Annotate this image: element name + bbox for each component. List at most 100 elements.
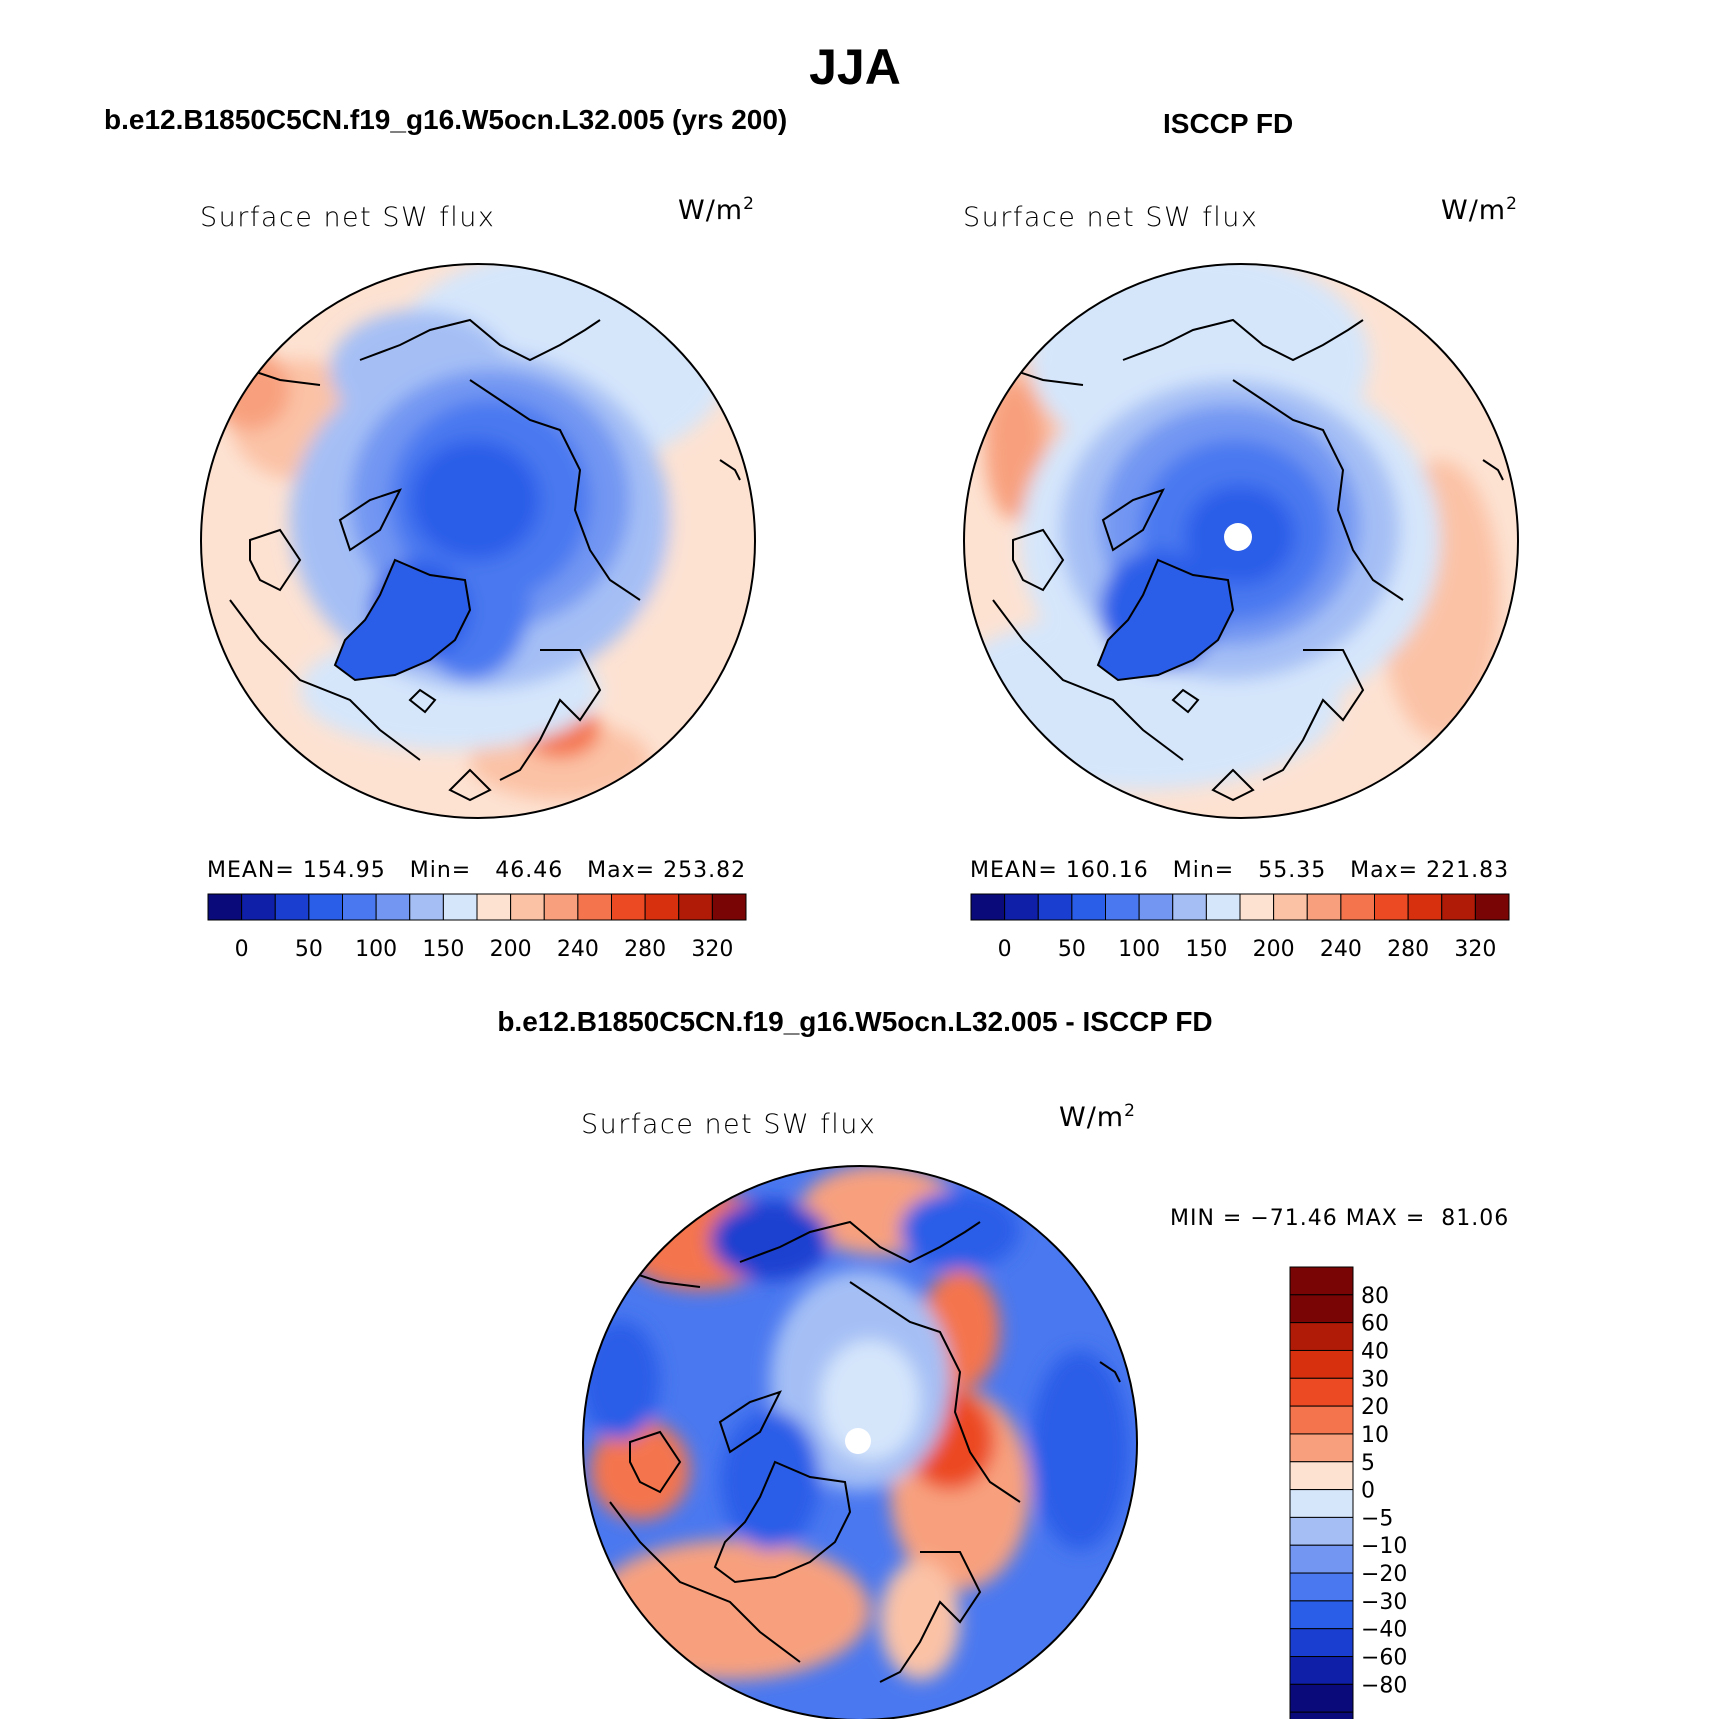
model-colorbar-swatch [510, 893, 545, 921]
diff-stats: MIN = −71.46 MAX = 81.06 [1170, 1206, 1510, 1231]
model-colorbar-tick-label: 200 [490, 937, 532, 962]
diff-colorbar-swatch [1289, 1377, 1354, 1407]
model-colorbar-swatch [577, 893, 612, 921]
diff-colorbar-tick-label: −60 [1361, 1646, 1407, 1671]
diff-colorbar-swatch [1289, 1600, 1354, 1630]
obs-colorbar-swatch [1407, 893, 1443, 921]
diff-colorbar-tick-label: −80 [1361, 1673, 1407, 1698]
obs-colorbar-swatch [1037, 893, 1073, 921]
diff-colorbar-swatch [1289, 1628, 1354, 1658]
diff-colorbar-tick-label: −40 [1361, 1618, 1407, 1643]
obs-colorbar-tick-label: 200 [1253, 937, 1295, 962]
obs-colorbar-tick-label: 50 [1058, 937, 1086, 962]
model-polar-map [200, 263, 756, 819]
obs-colorbar-swatch [970, 893, 1006, 921]
diff-colorbar-tick-label: −30 [1361, 1590, 1407, 1615]
diff-colorbar-swatch [1289, 1266, 1354, 1296]
model-colorbar-swatch [274, 893, 310, 921]
diff-colorbar-tick-label: 80 [1361, 1284, 1389, 1309]
model-units-label: W/m2 [678, 194, 755, 226]
obs-polar-map [963, 263, 1519, 819]
obs-colorbar-swatch [1105, 893, 1140, 921]
diff-colorbar-tick-label: 10 [1361, 1423, 1389, 1448]
obs-stats: MEAN= 160.16 Min= 55.35 Max= 221.83 [970, 858, 1510, 883]
model-colorbar-swatch [207, 893, 243, 921]
obs-colorbar-swatch [1205, 893, 1241, 921]
model-colorbar-tick-label: 100 [355, 937, 397, 962]
obs-colorbar-swatch [1239, 893, 1275, 921]
model-colorbar-tick-label: 240 [557, 937, 599, 962]
diff-colorbar-tick-label: −5 [1361, 1506, 1393, 1531]
model-colorbar-tick-label: 0 [235, 937, 249, 962]
diff-colorbar-swatch [1289, 1683, 1354, 1713]
diff-panel-header: b.e12.B1850C5CN.f19_g16.W5ocn.L32.005 - … [497, 1006, 1213, 1037]
diff-colorbar-tick-label: −20 [1361, 1562, 1407, 1587]
model-colorbar-swatch [644, 893, 680, 921]
model-panel-header: b.e12.B1850C5CN.f19_g16.W5ocn.L32.005 (y… [104, 104, 788, 135]
obs-colorbar-tick-label: 0 [998, 937, 1012, 962]
model-colorbar-swatch [308, 893, 343, 921]
diff-units-label: W/m2 [1059, 1101, 1136, 1133]
diff-colorbar-swatch [1289, 1461, 1354, 1491]
obs-colorbar-tick-label: 100 [1118, 937, 1160, 962]
model-colorbar-swatch [342, 893, 377, 921]
diff-colorbar-tick-label: 30 [1361, 1367, 1389, 1392]
obs-colorbar-swatch [1306, 893, 1342, 921]
diff-colorbar-swatch [1289, 1711, 1354, 1719]
obs-colorbar-tick-label: 280 [1387, 937, 1429, 962]
obs-colorbar-swatch [1273, 893, 1308, 921]
obs-colorbar-swatch [1474, 893, 1510, 921]
diff-colorbar-tick-label: 20 [1361, 1395, 1389, 1420]
diff-variable-label: Surface net SW flux [581, 1109, 877, 1140]
model-colorbar-tick-label: 50 [295, 937, 323, 962]
model-colorbar-swatch [409, 893, 444, 921]
obs-colorbar-swatch [1172, 893, 1207, 921]
diff-colorbar-swatch [1289, 1656, 1354, 1685]
model-colorbar-tick-label: 280 [624, 937, 666, 962]
diff-colorbar-swatch [1289, 1544, 1354, 1574]
obs-colorbar-swatch [1004, 893, 1039, 921]
diff-colorbar-swatch [1289, 1294, 1354, 1324]
obs-panel-header: ISCCP FD [1163, 108, 1294, 139]
model-colorbar-swatch [241, 893, 276, 921]
diff-colorbar-swatch [1289, 1489, 1354, 1518]
diff-colorbar-tick-label: 5 [1361, 1451, 1375, 1476]
model-colorbar-tick-label: 150 [422, 937, 464, 962]
obs-variable-label: Surface net SW flux [963, 202, 1259, 233]
diff-colorbar-tick-label: 40 [1361, 1339, 1389, 1364]
model-colorbar-swatch [375, 893, 411, 921]
model-stats: MEAN= 154.95 Min= 46.46 Max= 253.82 [207, 858, 747, 883]
diff-colorbar-swatch [1289, 1349, 1354, 1379]
obs-colorbar-swatch [1071, 893, 1106, 921]
model-variable-label: Surface net SW flux [200, 202, 496, 233]
obs-units-label: W/m2 [1441, 194, 1518, 226]
obs-colorbar: 0 50 100 150 200 240 280 320 [970, 893, 1510, 962]
model-colorbar-swatch [611, 893, 646, 921]
obs-colorbar-swatch [1138, 893, 1174, 921]
diff-colorbar-swatch [1289, 1433, 1354, 1463]
model-colorbar-tick-label: 320 [691, 937, 733, 962]
model-colorbar-swatch [442, 893, 478, 921]
model-colorbar-swatch [678, 893, 713, 921]
model-colorbar: 0 50 100 150 200 240 280 320 [207, 893, 747, 962]
diff-polar-map [582, 1165, 1138, 1719]
model-colorbar-swatch [543, 893, 579, 921]
obs-colorbar-swatch [1374, 893, 1409, 921]
obs-colorbar-swatch [1441, 893, 1476, 921]
obs-colorbar-swatch [1340, 893, 1375, 921]
diff-colorbar-swatch [1289, 1322, 1354, 1351]
diff-colorbar-swatch [1289, 1516, 1354, 1546]
model-colorbar-swatch [476, 893, 512, 921]
obs-colorbar-tick-label: 320 [1454, 937, 1496, 962]
obs-colorbar-tick-label: 150 [1185, 937, 1227, 962]
main-title: JJA [809, 39, 901, 95]
diff-colorbar-tick-label: 60 [1361, 1312, 1389, 1337]
obs-colorbar-tick-label: 240 [1320, 937, 1362, 962]
model-colorbar-swatch [711, 893, 747, 921]
diff-colorbar-tick-label: −10 [1361, 1534, 1407, 1559]
diff-colorbar-tick-label: 0 [1361, 1479, 1375, 1504]
diff-colorbar-swatch [1289, 1405, 1354, 1435]
diff-colorbar-swatch [1289, 1572, 1354, 1602]
